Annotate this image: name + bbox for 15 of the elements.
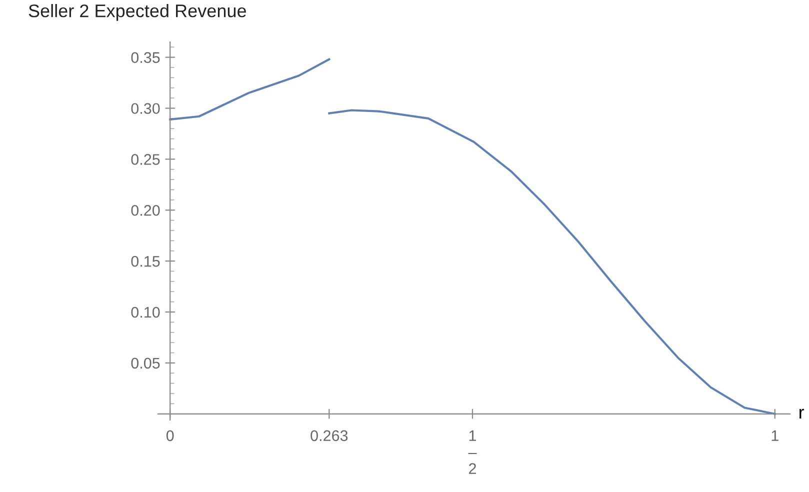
line-series: [169, 58, 330, 120]
x-axis-title: r: [800, 408, 804, 419]
y-tick-label: 0.10: [131, 306, 160, 318]
x-tick-label: 1 – 2: [468, 430, 477, 474]
chart-title: Seller 2 Expected Revenue: [28, 4, 246, 21]
y-tick-label: 0.20: [131, 204, 160, 216]
x-tick-label: 0: [166, 430, 174, 442]
y-tick-label: 0.15: [131, 256, 160, 267]
y-tick-label: 0.30: [131, 103, 160, 114]
x-tick-label: 0.263: [310, 430, 348, 442]
y-tick-label: 0.05: [131, 358, 160, 369]
x-tick-label: 1: [772, 430, 778, 441]
y-tick-label: 0.35: [131, 52, 160, 63]
line-series: [328, 109, 776, 415]
y-tick-label: 0.25: [131, 154, 160, 165]
